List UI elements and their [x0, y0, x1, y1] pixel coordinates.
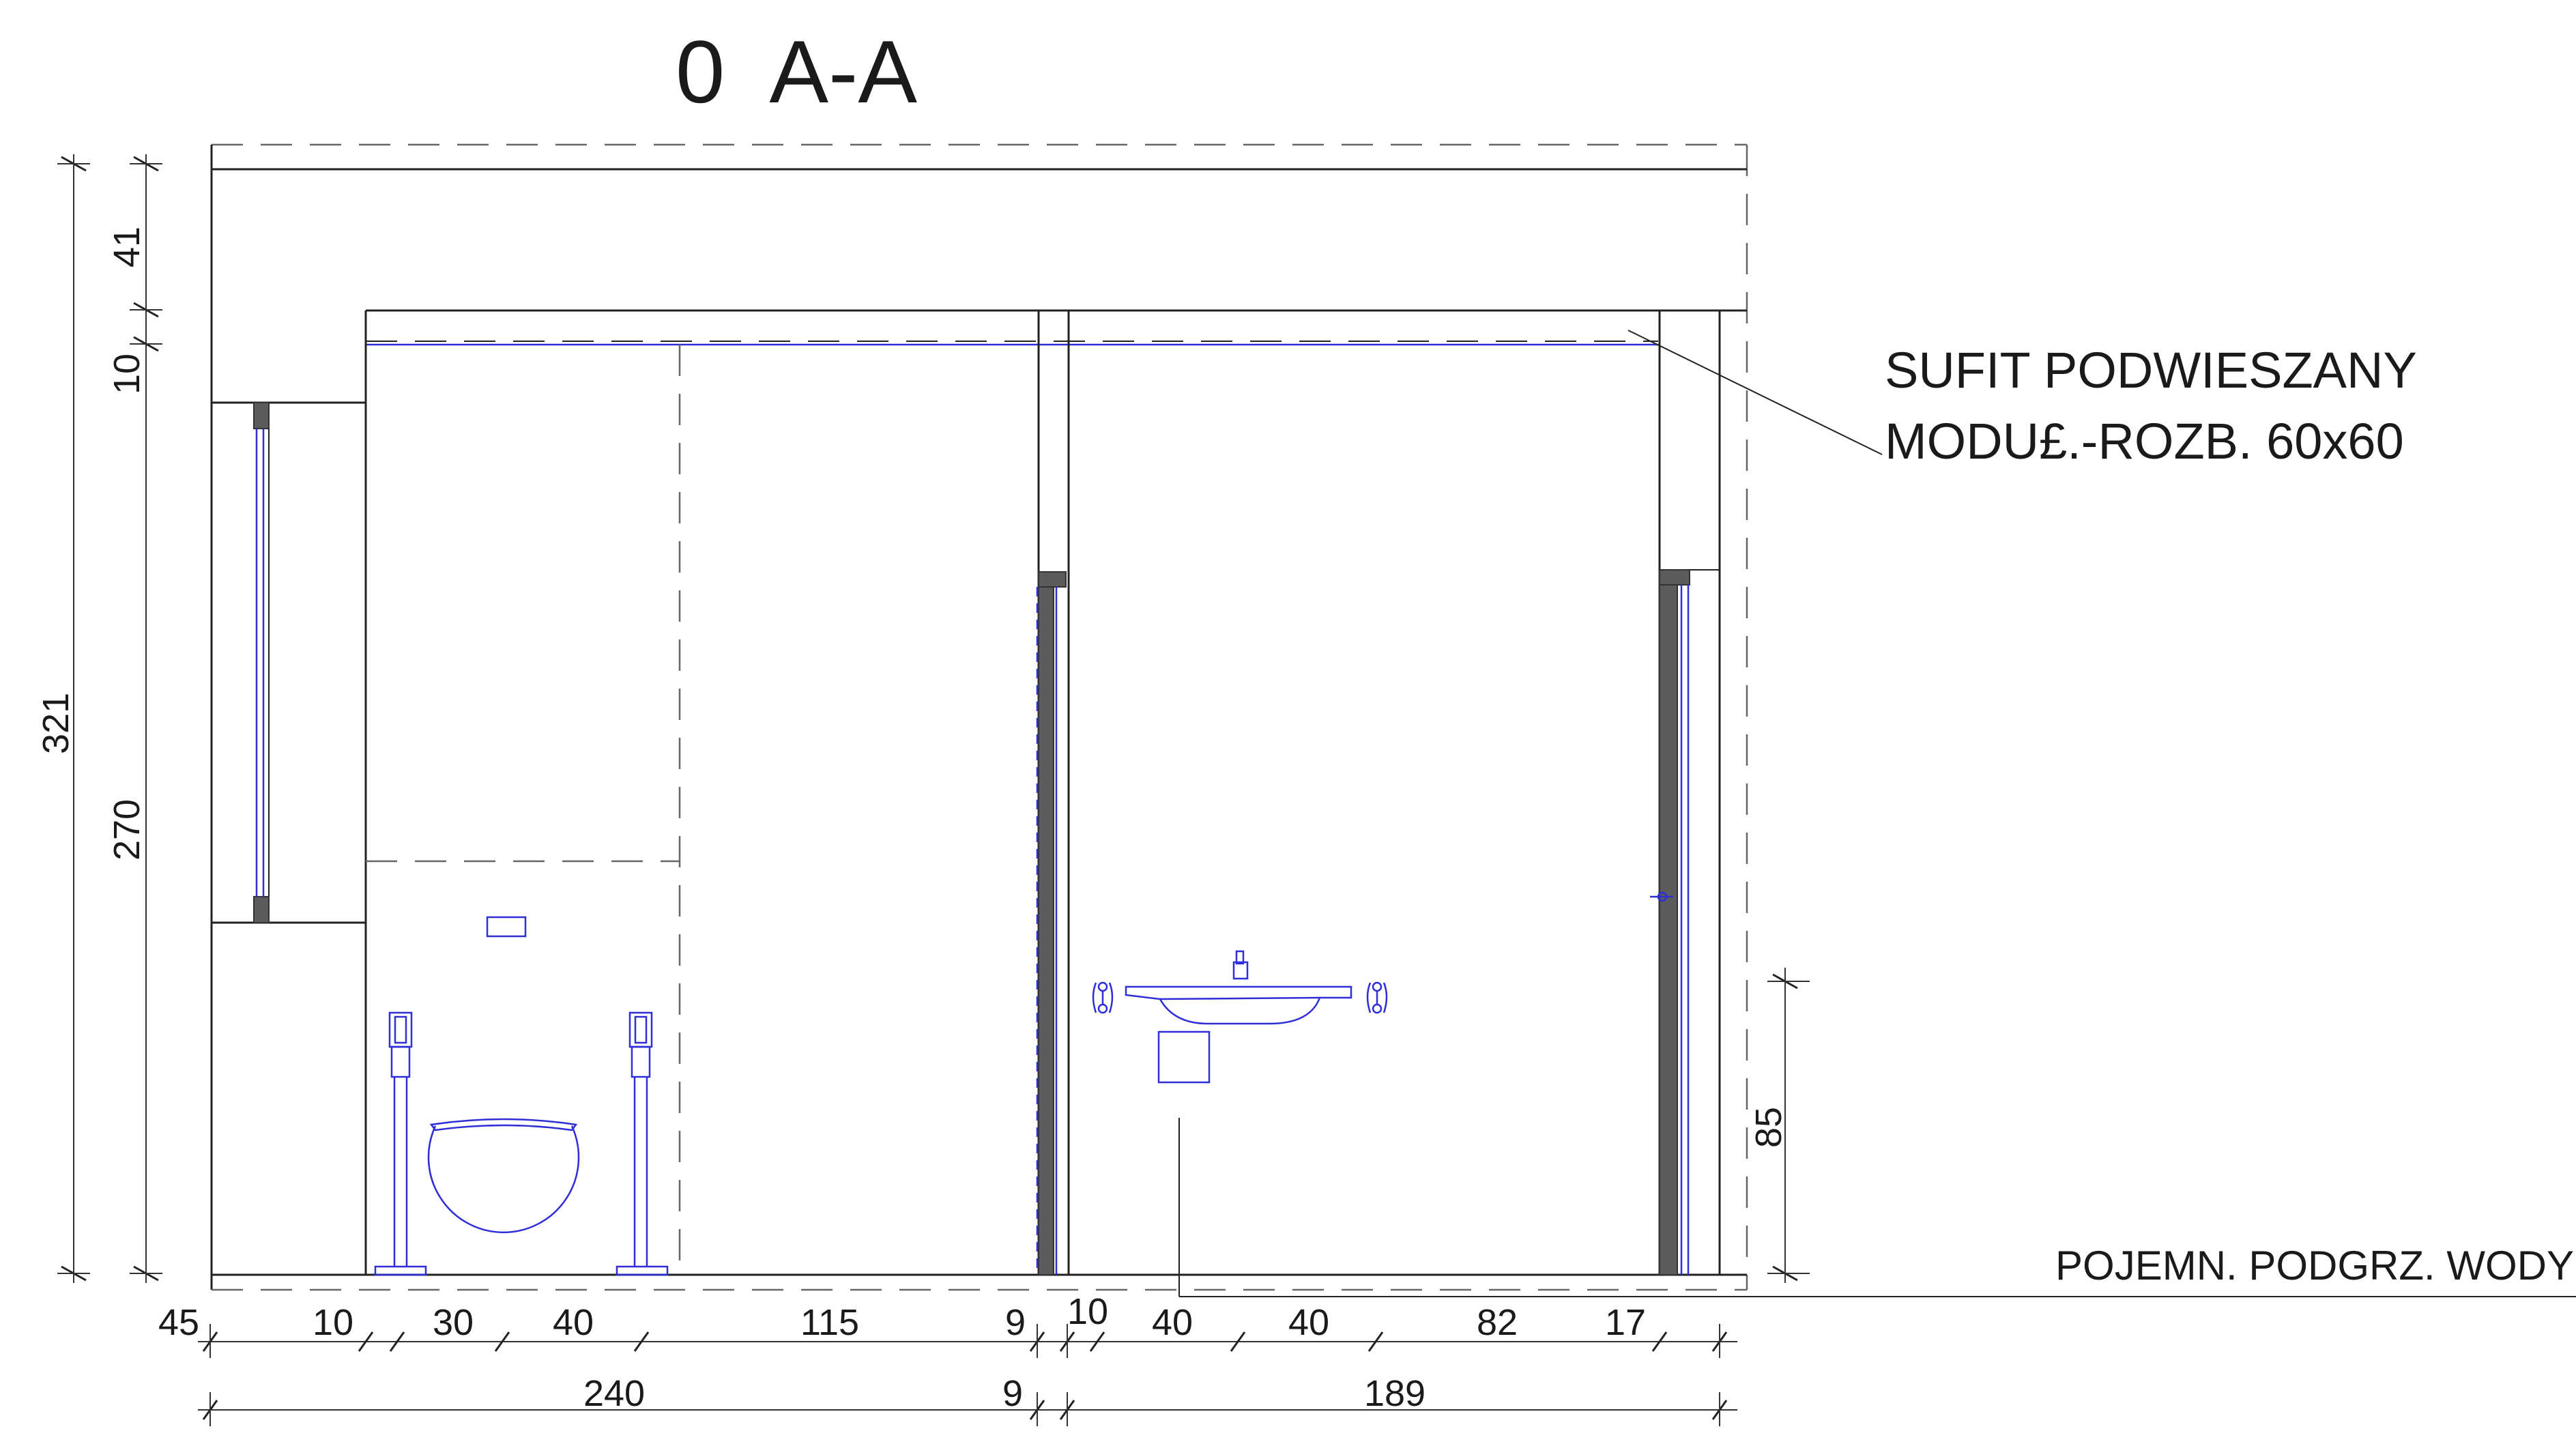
dim-10-mid: 10: [1067, 1291, 1108, 1332]
dim-9-a: 9: [1005, 1302, 1026, 1343]
dim-17: 17: [1605, 1302, 1646, 1343]
dim-85: 85: [1748, 1107, 1789, 1148]
dim-30: 30: [433, 1302, 474, 1343]
dim-82: 82: [1477, 1302, 1518, 1343]
dim-10-left: 10: [313, 1302, 353, 1343]
dim-10-ceiling: 10: [106, 353, 147, 394]
dim-9-b: 9: [1002, 1373, 1023, 1414]
wc-bowl-icon: [427, 1118, 580, 1233]
dim-270: 270: [106, 799, 147, 861]
dim-vertical-inner: 41 10 270: [106, 154, 162, 1283]
dim-vertical-right: 85: [1748, 968, 1810, 1283]
wash-basin-icon: [1092, 950, 1388, 1084]
ceiling-label-line1: SUFIT PODWIESZANY: [1885, 342, 2417, 399]
dim-321: 321: [35, 693, 76, 754]
dim-45: 45: [158, 1302, 199, 1343]
water-heater-annotation: POJEMN. PODGRZ. WODY: [1178, 1118, 2576, 1297]
dim-240: 240: [583, 1373, 645, 1414]
right-door: [1650, 569, 1690, 1275]
ceiling-label-line2: MODU£.-ROZB. 60x60: [1885, 413, 2404, 470]
water-heater-label: POJEMN. PODGRZ. WODY: [2055, 1243, 2574, 1288]
right-grab-rail-icon: [616, 1011, 669, 1276]
dim-40-a: 40: [553, 1302, 594, 1343]
building-outline: [210, 143, 1748, 1291]
ceiling-annotation: SUFIT PODWIESZANY MODU£.-ROZB. 60x60: [1627, 330, 2417, 470]
section-title: 0 A-A: [676, 22, 917, 121]
flush-plate-icon: [486, 916, 527, 938]
left-window: [253, 402, 270, 923]
central-door: [1036, 571, 1067, 1275]
dim-40-c: 40: [1288, 1302, 1329, 1343]
left-grab-rail-icon: [374, 1011, 427, 1276]
dim-horizontal-row2: 240 9 189: [198, 1373, 1737, 1426]
dim-41: 41: [106, 227, 147, 268]
dim-vertical-outer: 321: [35, 154, 90, 1283]
dim-189: 189: [1364, 1373, 1426, 1414]
dim-40-b: 40: [1152, 1302, 1193, 1343]
dim-horizontal-row1: 45 10 30 40 115 9 10 40 40 82 17: [158, 1291, 1737, 1358]
dim-115: 115: [800, 1302, 859, 1343]
